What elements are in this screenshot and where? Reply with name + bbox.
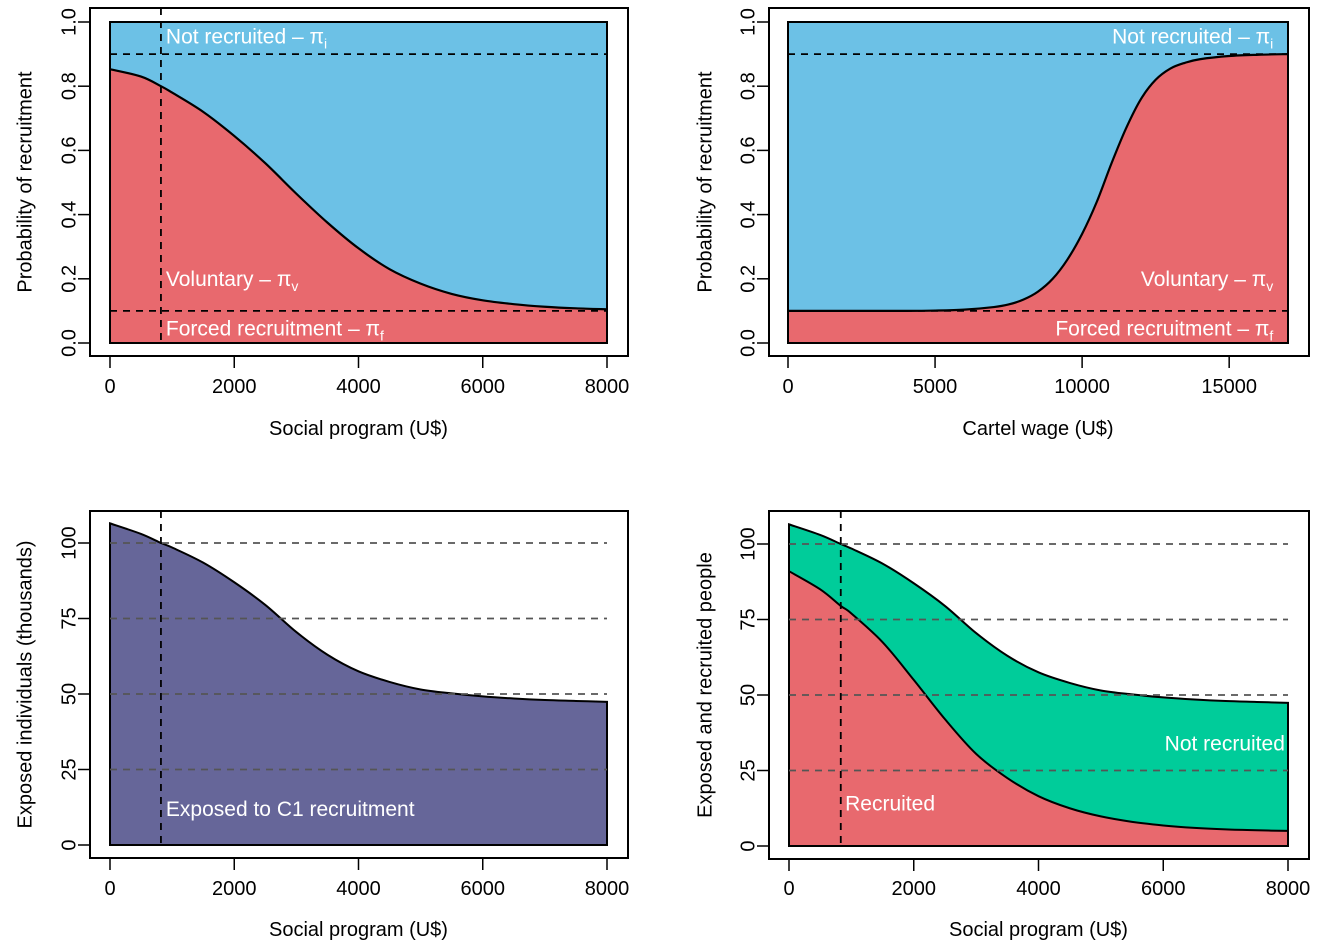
y-tick-label: 100 [58,526,80,559]
x-tick-label: 2000 [892,878,937,900]
x-tick-label: 6000 [461,376,506,398]
panel-bottom-left-exposed-individuals: Exposed to C1 recruitment 0 2000 4000 6000 80… [14,510,630,941]
y-tick-label: 0.0 [737,329,759,357]
area-outline [109,21,608,344]
area-label: Not recruited [1165,732,1285,755]
area-voluntary-and-forced [110,69,607,343]
area-label: Exposed to C1 recruitment [166,798,415,821]
x-axis: 0 2000 4000 6000 8000 [104,857,630,900]
y-axis: 0 25 50 75 100 [58,526,91,851]
y-tick-label: 0.6 [737,136,759,164]
x-axis-title: Social program (U$) [269,418,448,440]
area-voluntary-and-forced [788,54,1288,343]
voluntary-boundary-line [109,68,608,311]
y-axis-title: Probability of recruitment [694,71,716,293]
area-label: Recruited [845,793,935,816]
x-tick-label: 2000 [212,376,257,398]
y-tick-label: 0 [737,840,759,851]
y-tick-label: 0.6 [58,136,80,164]
area-exposed-to-c1 [109,521,608,846]
panel-top-right-recruitment-vs-cartel-wage: Not recruited – πi Voluntary – πv Forced r… [694,7,1310,440]
y-tick-label: 0.4 [58,201,80,229]
panel-top-left-recruitment-vs-social-program: Not recruited – πi Voluntary – πv Forced r… [14,7,630,440]
x-tick-label: 8000 [585,376,630,398]
x-tick-label: 0 [104,878,115,900]
x-tick-label: 2000 [212,878,257,900]
x-axis-title: Social program (U$) [949,919,1128,941]
y-tick-label: 75 [737,608,759,630]
x-tick-label: 15000 [1201,376,1257,398]
y-tick-label: 0.2 [58,265,80,293]
y-tick-label: 0.8 [737,72,759,100]
x-tick-label: 6000 [461,878,506,900]
y-axis-title: Probability of recruitment [14,71,36,293]
y-tick-label: 0 [58,839,80,850]
y-tick-label: 1.0 [737,8,759,36]
y-tick-label: 0.4 [737,201,759,229]
y-tick-label: 50 [737,684,759,706]
area-label: Voluntary – πv [1141,268,1273,294]
y-axis: 0.0 0.2 0.4 0.6 0.8 1.0 [737,8,770,357]
x-tick-label: 0 [782,376,793,398]
x-tick-label: 0 [783,878,794,900]
area-label: Not recruited – πi [166,25,327,51]
x-tick-label: 4000 [336,376,381,398]
y-axis: 0.0 0.2 0.4 0.6 0.8 1.0 [58,8,91,357]
x-tick-label: 4000 [1016,878,1061,900]
y-tick-label: 0.2 [737,265,759,293]
y-axis: 0 25 50 75 100 [737,527,770,852]
area-outline [787,21,1289,344]
area-label: Voluntary – πv [166,268,298,294]
x-tick-label: 8000 [1266,878,1311,900]
y-tick-label: 50 [58,683,80,705]
x-axis: 0 5000 10000 15000 [782,355,1257,398]
x-tick-label: 0 [104,376,115,398]
y-tick-label: 0.8 [58,72,80,100]
voluntary-boundary-line [788,53,1289,313]
x-axis-title: Cartel wage (U$) [962,418,1113,440]
x-axis: 0 2000 4000 6000 8000 [783,858,1311,900]
x-tick-label: 5000 [913,376,958,398]
area-label: Forced recruitment – πf [166,318,384,344]
x-tick-label: 10000 [1054,376,1110,398]
y-axis-title: Exposed individuals (thousands) [14,541,36,829]
area-label: Forced recruitment – πf [1055,318,1273,344]
y-tick-label: 25 [737,759,759,781]
x-tick-label: 8000 [585,878,630,900]
plot-area [788,511,1289,847]
plot-area [109,511,608,846]
x-axis-title: Social program (U$) [269,919,448,941]
plot-area [109,8,608,344]
x-axis: 0 2000 4000 6000 8000 [104,355,630,398]
y-tick-label: 100 [737,527,759,560]
area-recruited [788,569,1289,847]
y-tick-label: 25 [58,758,80,780]
plot-area [787,21,1289,344]
area-label: Not recruited – πi [1112,25,1273,51]
y-tick-label: 0.0 [58,329,80,357]
y-axis-title: Exposed and recruited people [694,552,716,818]
panel-bottom-right-exposed-and-recruited: Not recruited Recruited 0 2000 4000 6000 8000 S… [694,510,1311,941]
y-tick-label: 75 [58,607,80,629]
y-tick-label: 1.0 [58,8,80,36]
x-tick-label: 6000 [1141,878,1186,900]
x-tick-label: 4000 [336,878,381,900]
